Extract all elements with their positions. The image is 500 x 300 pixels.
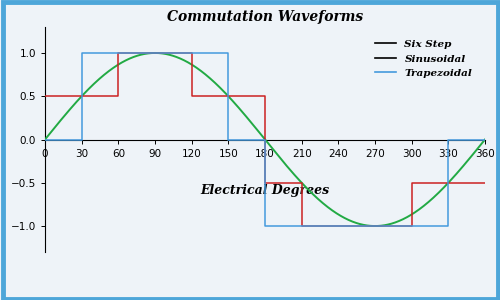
X-axis label: Electrical Degrees: Electrical Degrees — [200, 184, 330, 196]
Legend: Six Step, Sinusoidal, Trapezoidal: Six Step, Sinusoidal, Trapezoidal — [372, 37, 476, 81]
Title: Commutation Waveforms: Commutation Waveforms — [167, 11, 363, 24]
